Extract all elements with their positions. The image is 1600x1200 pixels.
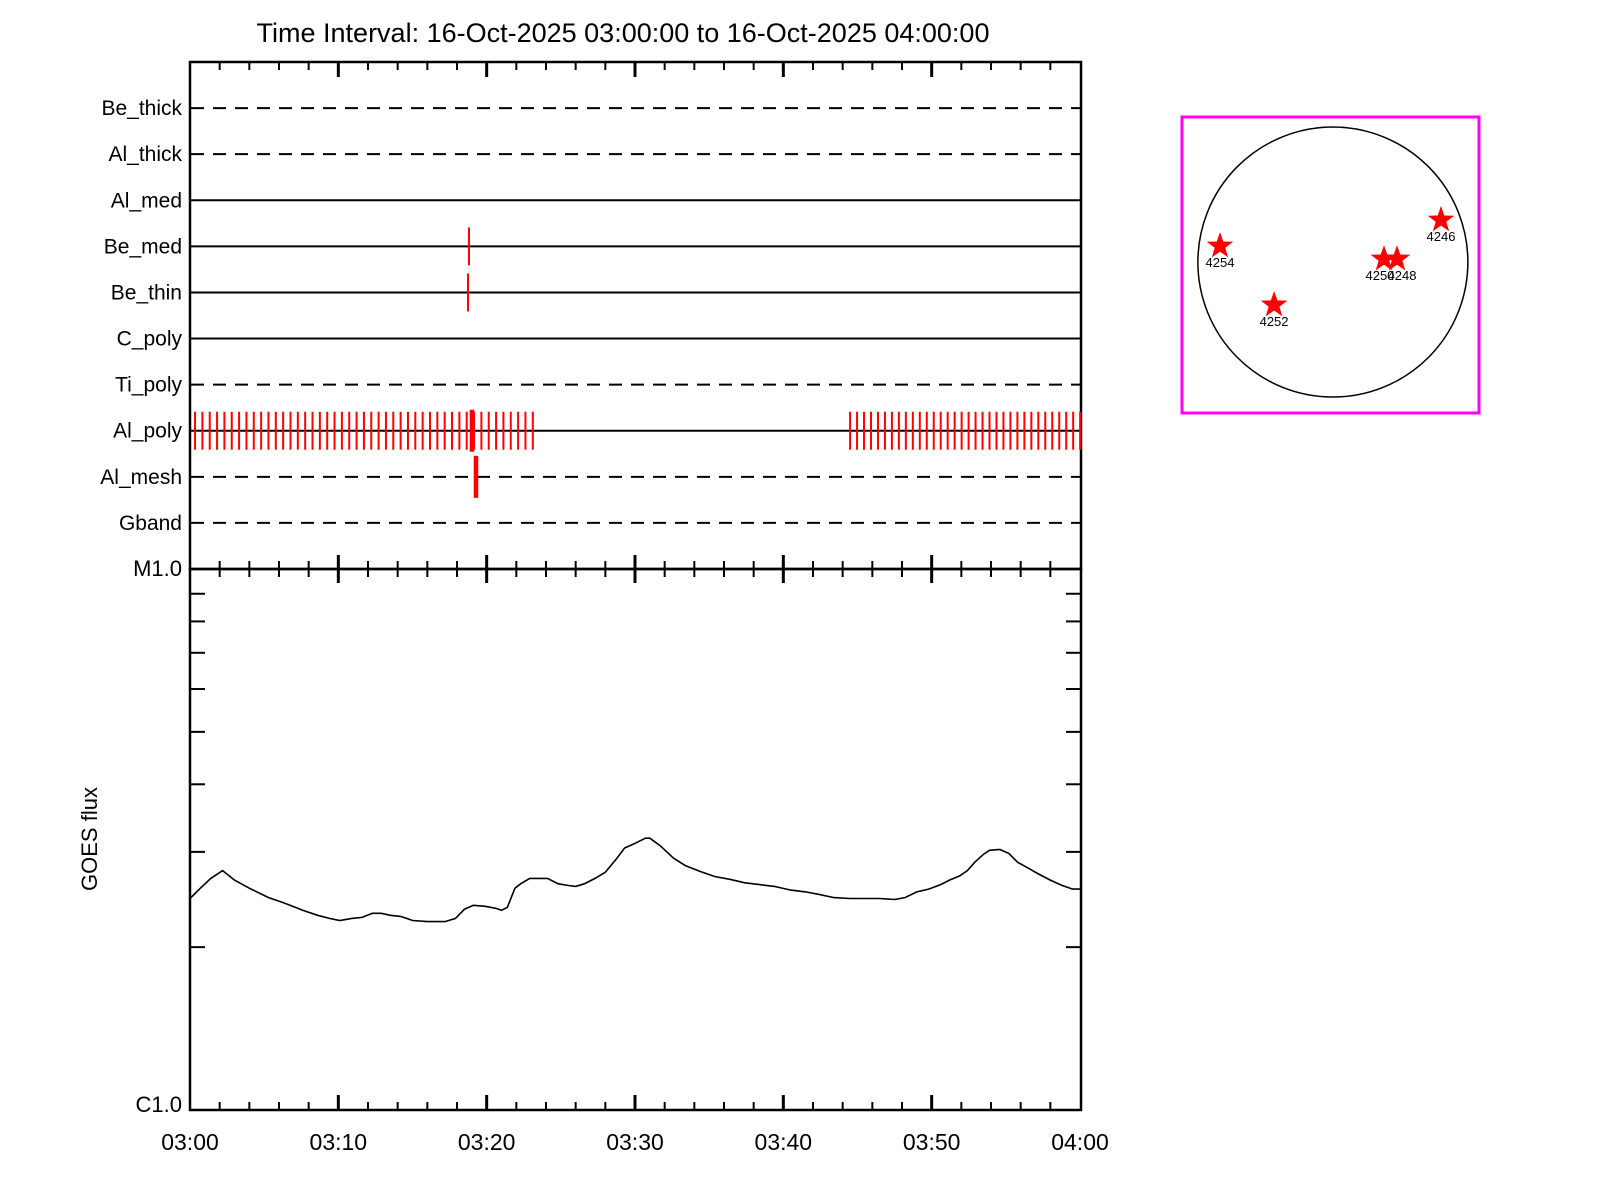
filter-label-Al_thick: Al_thick	[108, 143, 182, 166]
filter-label-Be_thick: Be_thick	[101, 97, 182, 120]
filter-label-Al_mesh: Al_mesh	[100, 466, 182, 489]
active-region-star-4254	[1206, 232, 1234, 258]
filter-timeline-panel: Be_thick Al_thick Al_med Be_med Be_thin C_pol…	[100, 60, 1083, 583]
filter-label-Ti_poly: Ti_poly	[115, 374, 182, 397]
inset-border	[1180, 115, 1481, 415]
filter-label-Al_poly: Al_poly	[113, 420, 182, 443]
goes-y-bottom-label: C1.0	[136, 1092, 182, 1117]
x-tick-label: 03:20	[458, 1129, 516, 1155]
active-region-label-4248: 4248	[1388, 268, 1417, 283]
active-region-label-4254: 4254	[1206, 255, 1235, 270]
x-tick-label: 03:30	[606, 1129, 664, 1155]
filter-label-Be_thin: Be_thin	[111, 281, 182, 304]
goes-flux-curve	[189, 837, 1080, 923]
x-tick-label: 04:00	[1051, 1129, 1109, 1155]
active-region-label-4250: 4250	[1365, 268, 1394, 283]
active-region-label-4246: 4246	[1427, 229, 1456, 244]
filter-label-Al_med: Al_med	[111, 189, 182, 212]
x-tick-label: 03:00	[161, 1129, 219, 1155]
filter-label-Be_med: Be_med	[104, 235, 182, 258]
active-region-star-4248	[1383, 245, 1411, 271]
active-region-star-4250	[1370, 245, 1398, 271]
goes-panel-border	[188, 567, 1083, 1112]
filter-label-Gband: Gband	[119, 512, 182, 535]
filter-panel-border	[188, 60, 1083, 571]
page-title: Time Interval: 16-Oct-2025 03:00:00 to 1…	[257, 18, 990, 48]
goes-y-top-label: M1.0	[133, 556, 182, 581]
x-tick-label: 03:50	[903, 1129, 961, 1155]
active-region-star-4246	[1427, 206, 1455, 232]
filter-label-C_poly: C_poly	[117, 328, 183, 351]
active-region-label-4252: 4252	[1260, 314, 1289, 329]
solar-limb-circle	[1197, 126, 1469, 398]
goes-flux-panel: 03:00 03:10 03:20 03:30 03:40 03:50 04:00	[161, 567, 1109, 1155]
x-tick-label: 03:10	[310, 1129, 368, 1155]
x-tick-label: 03:40	[755, 1129, 813, 1155]
goes-flux-axis-title: GOES flux	[77, 787, 102, 891]
active-region-star-4252	[1260, 291, 1288, 317]
